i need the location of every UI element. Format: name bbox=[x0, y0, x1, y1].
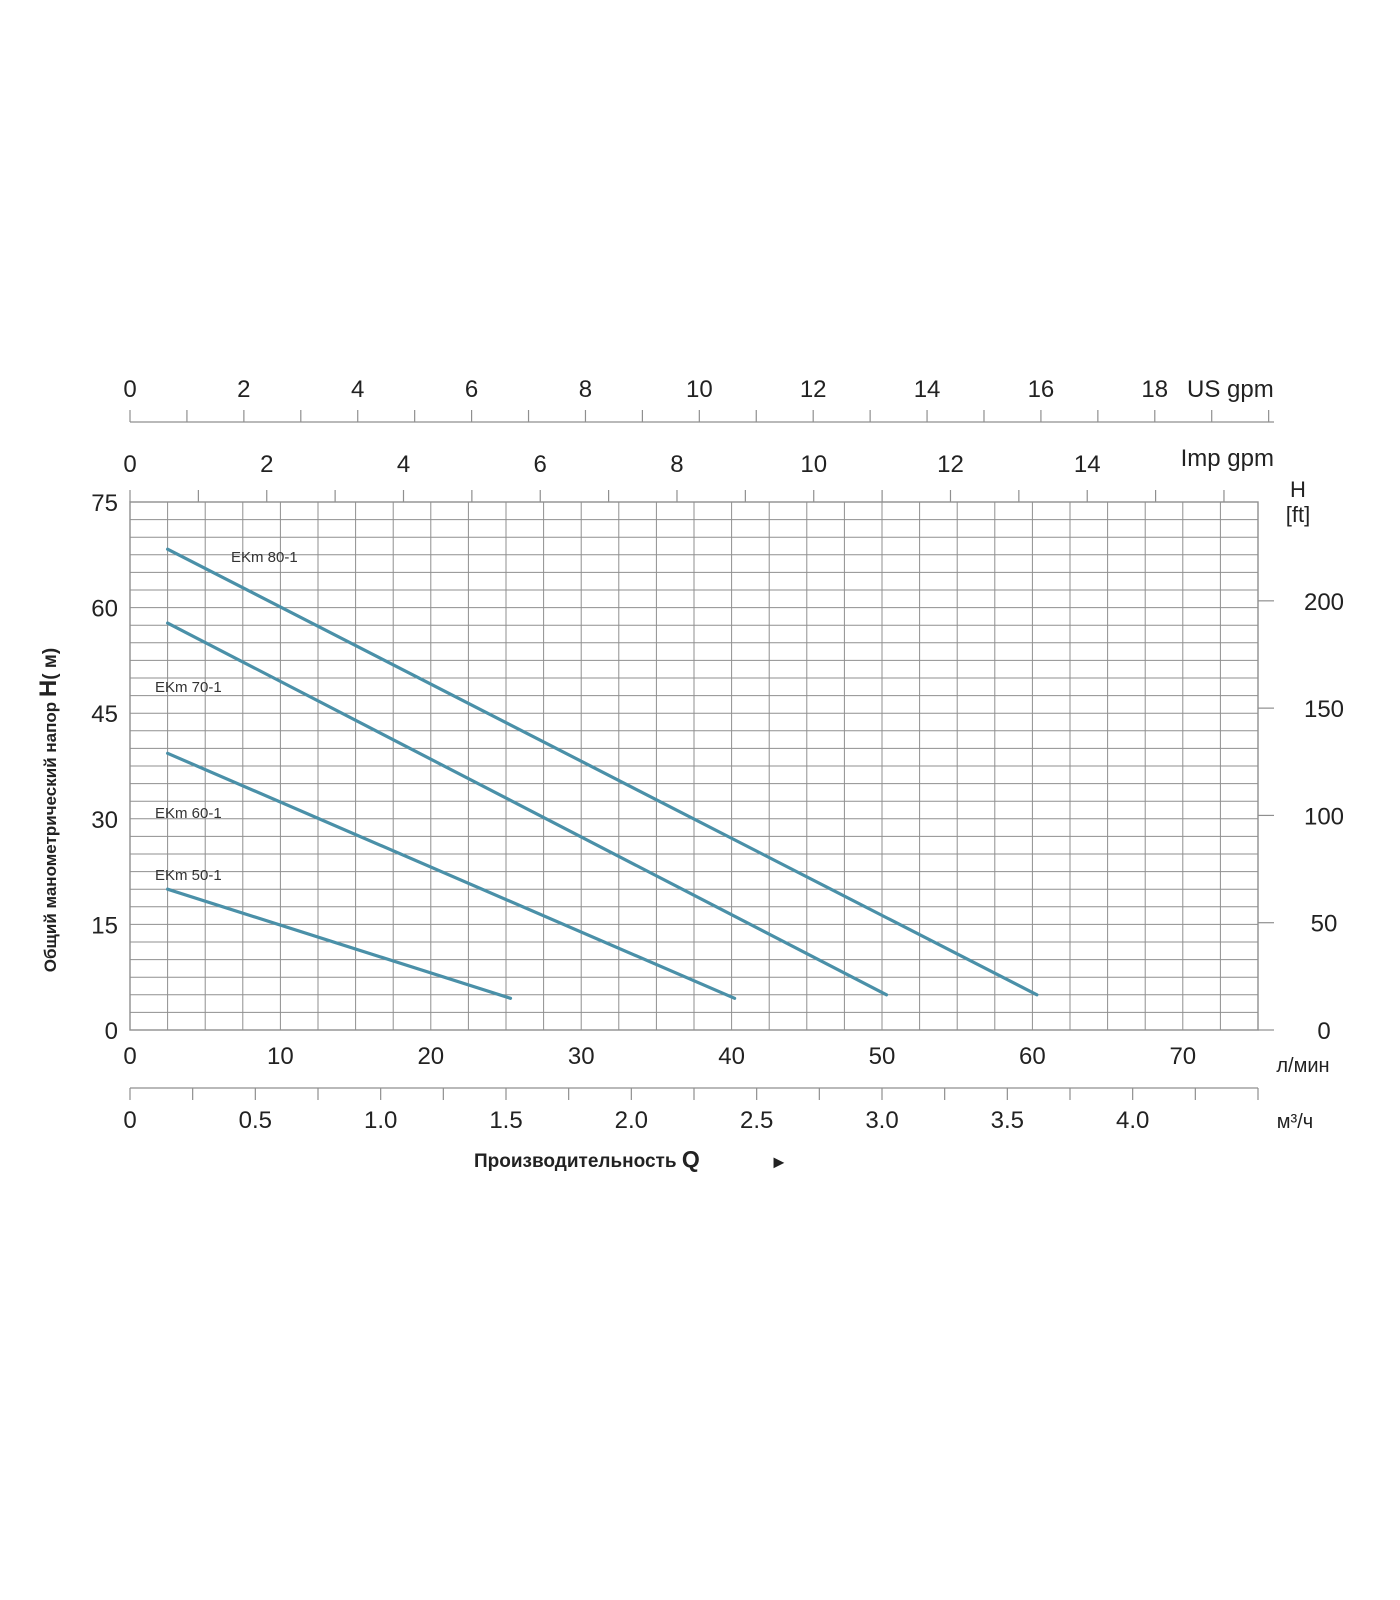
imp-gpm-tick-label: 10 bbox=[800, 451, 827, 478]
x-tick-label-lmin: 50 bbox=[869, 1043, 896, 1070]
x-tick-label-m3h: 0 bbox=[123, 1107, 136, 1134]
us-gpm-tick-label: 16 bbox=[1028, 376, 1055, 403]
x-tick-label-lmin: 30 bbox=[568, 1043, 595, 1070]
series-line-4 bbox=[166, 887, 513, 1000]
series-line-3 bbox=[166, 751, 737, 1000]
axes bbox=[129, 410, 1274, 1100]
x-tick-label-lmin: 70 bbox=[1169, 1043, 1196, 1070]
series bbox=[166, 547, 1039, 1000]
x-unit-lmin: л/мин bbox=[1276, 1055, 1329, 1077]
us-gpm-tick-label: 0 bbox=[123, 376, 136, 403]
imp-gpm-tick-label: 0 bbox=[123, 451, 136, 478]
y-tick-label: 75 bbox=[91, 490, 118, 517]
us-gpm-tick-label: 6 bbox=[465, 376, 478, 403]
ft-tick-label: 100 bbox=[1304, 803, 1344, 830]
y-axis-title-symbol: H bbox=[35, 680, 62, 697]
imp-gpm-tick-label: 6 bbox=[534, 451, 547, 478]
us-gpm-tick-label: 14 bbox=[914, 376, 941, 403]
x-tick-label-lmin: 10 bbox=[267, 1043, 294, 1070]
y-axis-title-text: Общий манометрический напор bbox=[41, 697, 60, 972]
y-axis-title-unit: ( м) bbox=[40, 648, 61, 680]
x-tick-label-m3h: 2.0 bbox=[615, 1107, 648, 1134]
grid bbox=[130, 502, 1258, 1030]
ft-tick-label: 50 bbox=[1311, 911, 1338, 938]
us-gpm-unit: US gpm bbox=[1187, 376, 1274, 403]
imp-gpm-tick-label: 2 bbox=[260, 451, 273, 478]
series-line-1 bbox=[166, 547, 1039, 997]
series-label: EKm 50-1 bbox=[155, 867, 222, 884]
series-label: EKm 80-1 bbox=[231, 549, 298, 566]
us-gpm-tick-label: 2 bbox=[237, 376, 250, 403]
us-gpm-tick-label: 18 bbox=[1141, 376, 1168, 403]
us-gpm-tick-label: 4 bbox=[351, 376, 364, 403]
us-gpm-tick-label: 8 bbox=[579, 376, 592, 403]
x-axis-title-text: Производительность bbox=[474, 1151, 682, 1172]
x-axis-title-symbol: Q bbox=[682, 1146, 700, 1172]
y-tick-label: 15 bbox=[91, 912, 118, 939]
imp-gpm-tick-label: 8 bbox=[670, 451, 683, 478]
imp-gpm-tick-label: 4 bbox=[397, 451, 410, 478]
x-tick-label-lmin: 0 bbox=[123, 1043, 136, 1070]
x-unit-m3h: м³/ч bbox=[1277, 1111, 1313, 1133]
y-tick-label: 0 bbox=[105, 1018, 118, 1045]
series-line-2 bbox=[166, 621, 889, 997]
x-tick-label-m3h: 3.5 bbox=[991, 1107, 1024, 1134]
series-label: EKm 70-1 bbox=[155, 679, 222, 696]
ft-tick-label: 150 bbox=[1304, 696, 1344, 723]
x-tick-label-lmin: 60 bbox=[1019, 1043, 1046, 1070]
ft-axis-unit: [ft] bbox=[1286, 502, 1310, 527]
series-label: EKm 60-1 bbox=[155, 805, 222, 822]
ft-tick-label: 200 bbox=[1304, 589, 1344, 616]
y-tick-label: 45 bbox=[91, 701, 118, 728]
us-gpm-tick-label: 10 bbox=[686, 376, 713, 403]
x-tick-label-m3h: 0.5 bbox=[239, 1107, 272, 1134]
ft-axis-title: H bbox=[1290, 477, 1306, 502]
y-tick-label: 30 bbox=[91, 807, 118, 834]
y-axis-title: Общий манометрический напор H( м) bbox=[35, 648, 62, 972]
imp-gpm-unit: Imp gpm bbox=[1181, 445, 1274, 472]
x-tick-label-lmin: 40 bbox=[718, 1043, 745, 1070]
x-tick-label-m3h: 2.5 bbox=[740, 1107, 773, 1134]
y-tick-label: 60 bbox=[91, 596, 118, 623]
imp-gpm-tick-label: 12 bbox=[937, 451, 964, 478]
x-tick-label-lmin: 20 bbox=[417, 1043, 444, 1070]
x-tick-label-m3h: 1.0 bbox=[364, 1107, 397, 1134]
x-axis-arrow-icon: ► bbox=[770, 1152, 788, 1172]
ft-tick-label: 0 bbox=[1317, 1018, 1330, 1045]
imp-gpm-tick-label: 14 bbox=[1074, 451, 1101, 478]
us-gpm-tick-label: 12 bbox=[800, 376, 827, 403]
x-tick-label-m3h: 3.0 bbox=[865, 1107, 898, 1134]
x-axis-title: Производительность Q bbox=[474, 1146, 700, 1172]
x-tick-label-m3h: 1.5 bbox=[489, 1107, 522, 1134]
x-tick-label-m3h: 4.0 bbox=[1116, 1107, 1149, 1134]
plot-frame bbox=[129, 501, 1259, 1031]
